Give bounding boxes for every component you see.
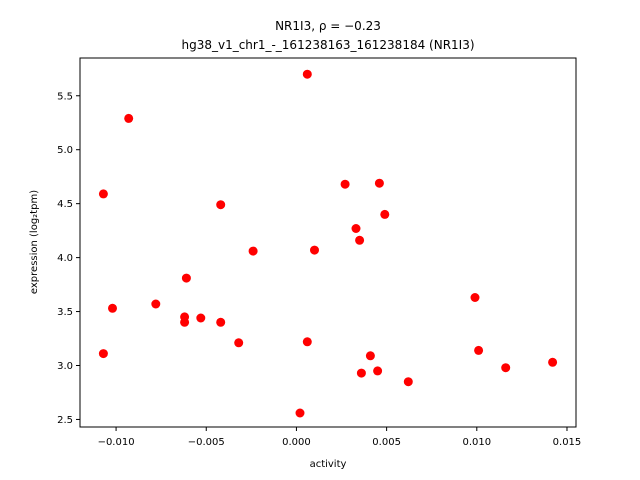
data-point-6 (374, 178, 384, 188)
data-point-22 (365, 351, 375, 361)
x-tick-label-2: −0.005 (188, 437, 225, 448)
y-tick-label-2: 3.0 (57, 361, 73, 372)
data-point-18 (216, 317, 226, 327)
data-point-29 (501, 363, 511, 373)
chart-title-line1: NR1I3, ρ = −0.23 (275, 19, 381, 33)
data-point-26 (295, 408, 305, 418)
chart-title-line2: hg38_v1_chr1_-_161238163_161238184 (NR1I… (181, 38, 474, 52)
chart-title: NR1I3, ρ = −0.23 hg38_v1_chr1_-_16123816… (181, 19, 474, 52)
y-axis-label: expression (log₂tpm) (29, 190, 40, 294)
data-point-28 (474, 345, 484, 355)
y-tick-label-1: 2.5 (57, 415, 73, 426)
data-point-2 (124, 113, 134, 123)
data-point-5 (340, 179, 350, 189)
data-point-25 (403, 377, 413, 387)
y-tick-label-3: 3.5 (57, 307, 73, 318)
x-tick-label-5: 0.010 (462, 437, 491, 448)
x-tick-label-4: 0.005 (372, 437, 401, 448)
y-axis-ticks: 2.5 3.0 3.5 4.0 4.5 5.0 5.5 (57, 91, 80, 426)
x-tick-label-3: 0.000 (282, 437, 311, 448)
data-point-23 (373, 366, 383, 376)
data-point-30 (548, 357, 558, 367)
y-tick-label-7: 5.5 (57, 91, 73, 102)
y-tick-label-6: 5.0 (57, 145, 73, 156)
data-point-9 (355, 235, 365, 245)
data-points (98, 69, 558, 418)
x-axis-label: activity (310, 459, 347, 470)
data-point-14 (151, 299, 161, 309)
data-point-3 (98, 189, 108, 199)
y-tick-label-4: 4.0 (57, 253, 73, 264)
plot-area-frame (79, 57, 577, 428)
data-point-1 (302, 69, 312, 79)
data-point-20 (302, 337, 312, 347)
data-point-24 (356, 368, 366, 378)
y-tick-label-5: 4.5 (57, 199, 73, 210)
data-point-13 (108, 303, 117, 313)
data-point-4 (216, 200, 226, 210)
x-tick-label-6: 0.015 (553, 437, 582, 448)
data-point-16 (180, 317, 190, 327)
data-point-12 (181, 273, 191, 283)
data-point-11 (248, 246, 258, 256)
x-axis-ticks: −0.010 −0.005 0.000 0.005 0.010 0.015 (98, 427, 582, 448)
data-point-21 (98, 349, 108, 359)
data-point-17 (196, 313, 206, 323)
x-tick-label-1: −0.010 (98, 437, 135, 448)
data-point-10 (310, 245, 319, 255)
data-point-27 (470, 293, 480, 302)
data-point-7 (380, 209, 390, 219)
data-point-8 (351, 224, 361, 233)
data-point-19 (234, 338, 244, 348)
